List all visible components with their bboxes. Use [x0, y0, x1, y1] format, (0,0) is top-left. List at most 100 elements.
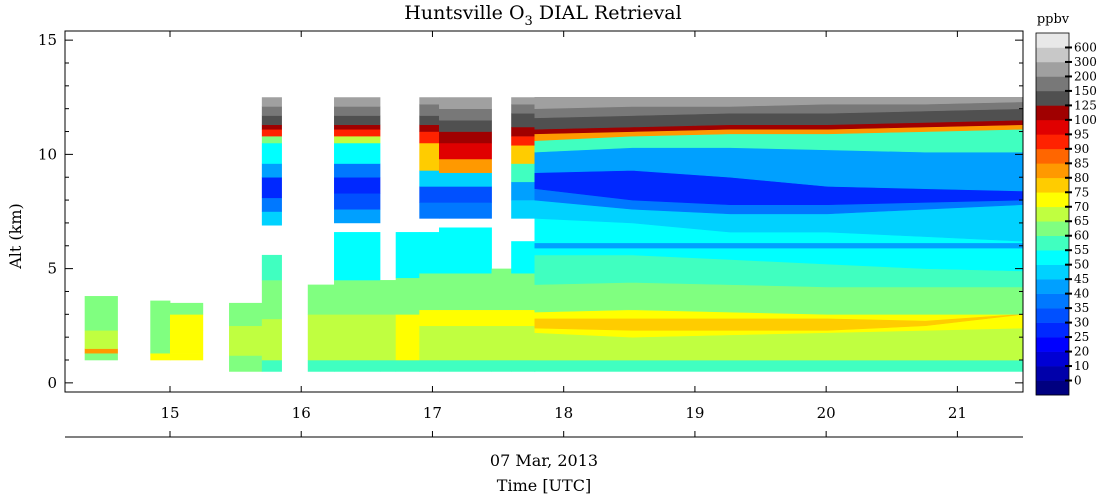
colorbar-swatch [1036, 90, 1069, 106]
ozone-band [334, 360, 381, 372]
colorbar-swatch [1036, 148, 1069, 164]
ozone-band [261, 280, 282, 320]
colorbar-tick-label: 600 [1074, 40, 1097, 54]
ozone-band [307, 284, 335, 315]
ozone-band [511, 145, 536, 164]
ozone-band [419, 273, 440, 311]
ozone-band [229, 355, 263, 372]
ozone-band [439, 131, 492, 144]
x-tick-label: 17 [423, 404, 442, 422]
ozone-band [307, 360, 335, 372]
ozone-band [419, 232, 440, 274]
ozone-band [419, 104, 440, 116]
ozone-band [439, 108, 492, 121]
colorbar-swatch [1036, 322, 1069, 338]
ozone-band [511, 136, 536, 146]
y-axis: 0 5 10 15 [38, 31, 1023, 392]
ozone-band [419, 325, 440, 361]
colorbar-tick-label: 300 [1074, 55, 1097, 69]
ozone-band [439, 325, 492, 361]
ozone-band [150, 353, 171, 361]
colorbar-tick-label: 125 [1074, 98, 1097, 112]
colorbar-tick-label: 40 [1074, 287, 1089, 301]
ozone-band [261, 136, 282, 144]
ozone-band [511, 97, 536, 105]
ozone-band [84, 330, 118, 349]
ozone-band [491, 325, 512, 361]
ozone-band [84, 353, 118, 361]
ozone-band [334, 115, 381, 125]
colorbar-tick-label: 65 [1074, 214, 1089, 228]
y-tick-label: 0 [47, 374, 57, 392]
x-tick-label: 18 [554, 404, 573, 422]
ozone-band [261, 177, 282, 199]
ozone-band [419, 170, 440, 187]
ozone-band [511, 241, 536, 274]
ozone-band [511, 126, 536, 137]
ozone-band [511, 113, 536, 128]
colorbar-tick-label: 25 [1074, 330, 1089, 344]
ozone-band [491, 360, 512, 372]
ozone-band [334, 97, 381, 107]
colorbar-label: ppbv [1037, 12, 1070, 27]
y-tick-label: 15 [38, 31, 57, 49]
ozone-band [439, 97, 492, 109]
ozone-band [169, 314, 204, 331]
y-tick-label: 10 [38, 145, 57, 163]
ozone-band [511, 273, 536, 311]
ozone-band [334, 193, 381, 210]
ozone-band [395, 314, 420, 361]
colorbar-tick-label: 75 [1074, 185, 1089, 199]
ozone-band [261, 318, 282, 361]
colorbar-swatch [1036, 163, 1069, 179]
ozone-band [261, 97, 282, 107]
colorbar-swatch [1036, 76, 1069, 92]
ozone-band [419, 97, 440, 105]
colorbar-swatch [1036, 33, 1069, 48]
ozone-band [334, 314, 381, 361]
ozone-layer [534, 314, 1024, 331]
colorbar-tick-label: 100 [1074, 113, 1097, 127]
ozone-band [261, 129, 282, 137]
x-tick-label: 19 [685, 404, 704, 422]
colorbar-swatch [1036, 366, 1069, 381]
ozone-band [261, 115, 282, 125]
colorbar-swatch [1036, 206, 1069, 222]
ozone-band [511, 181, 536, 201]
colorbar-swatch [1036, 337, 1069, 352]
ozone-band [334, 209, 381, 224]
ozone-band [334, 280, 381, 315]
ozone-band [261, 254, 282, 281]
ozone-layer [534, 359, 1024, 372]
ozone-band [439, 309, 492, 327]
colorbar-tick-label: 90 [1074, 142, 1089, 156]
colorbar-swatch [1036, 119, 1069, 135]
colorbar-tick-label: 70 [1074, 200, 1089, 214]
ozone-band [439, 273, 492, 311]
plot-frame [64, 30, 1024, 393]
colorbar-tick-label: 80 [1074, 171, 1089, 185]
ozone-band [334, 163, 381, 178]
ozone-band [439, 158, 492, 173]
ozone-band [419, 202, 440, 219]
ozone-band [261, 163, 282, 178]
ozone-band [511, 360, 536, 372]
ozone-band [334, 129, 381, 137]
ozone-band [419, 115, 440, 125]
ozone-band [334, 177, 381, 194]
ozone-band [439, 172, 492, 187]
ozone-band [419, 124, 440, 132]
ozone-band [334, 136, 381, 144]
plot-area [84, 96, 1024, 372]
colorbar-swatch [1036, 235, 1069, 251]
colorbar-tick-label: 35 [1074, 301, 1089, 315]
ozone-band [395, 232, 420, 279]
ozone-layer [534, 243, 1024, 249]
ozone-band [419, 309, 440, 327]
ozone-band [439, 120, 492, 132]
y-axis-label: Alt (km) [6, 203, 25, 270]
ozone-band [419, 186, 440, 203]
ozone-band [439, 360, 492, 372]
colorbar-swatch [1036, 221, 1069, 237]
